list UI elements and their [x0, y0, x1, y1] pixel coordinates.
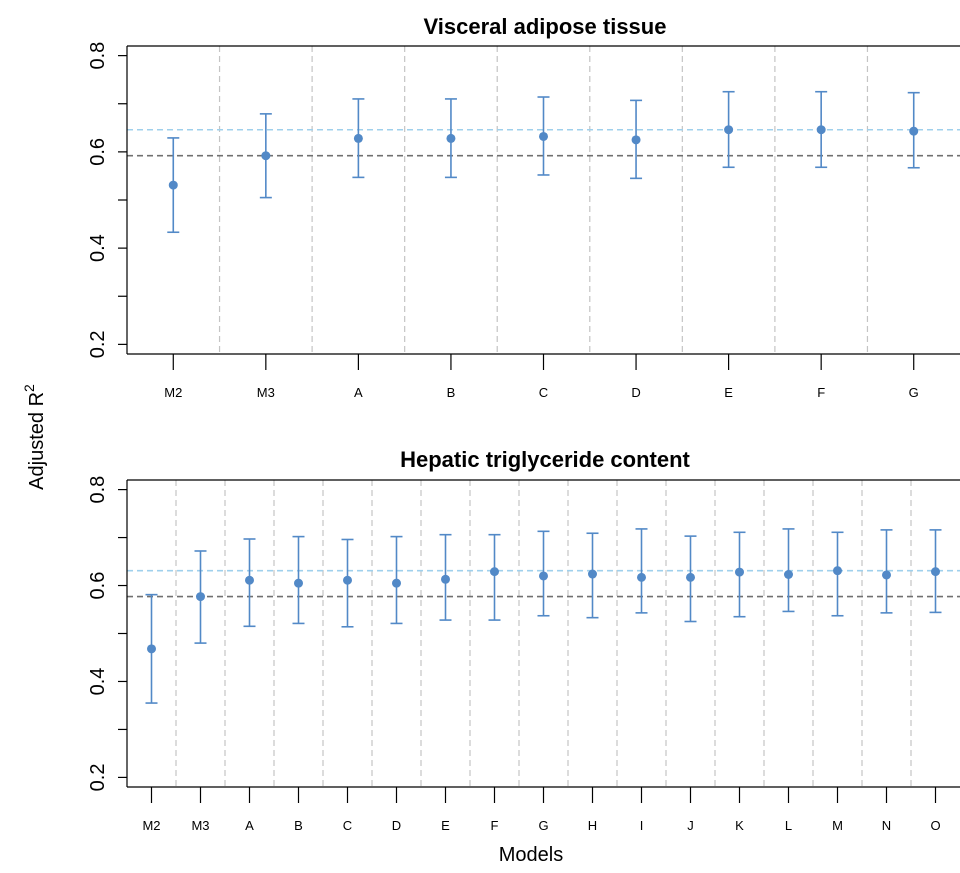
y-tick-label: 0.2	[87, 764, 109, 792]
data-point	[784, 569, 793, 579]
data-point	[909, 126, 919, 136]
y-tick-label: 0.6	[87, 572, 109, 600]
y-tick-label: 0.2	[87, 330, 109, 358]
data-point	[441, 574, 450, 584]
data-point	[168, 180, 178, 190]
x-tick-label: N	[882, 818, 891, 833]
y-axis-label: Adjusted R2	[21, 384, 48, 490]
data-point	[294, 578, 303, 588]
x-tick-label: E	[441, 818, 450, 833]
x-tick-label: K	[735, 818, 744, 833]
x-tick-label: M3	[191, 818, 209, 833]
data-point	[490, 567, 499, 577]
x-tick-label: D	[392, 818, 401, 833]
data-point	[245, 575, 254, 585]
x-tick-label: A	[245, 818, 254, 833]
data-point	[882, 570, 891, 580]
data-point	[686, 572, 695, 582]
data-point	[816, 125, 826, 135]
data-point	[539, 131, 548, 141]
x-tick-label: H	[588, 818, 597, 833]
x-tick-label: C	[343, 818, 352, 833]
x-tick-label: A	[354, 385, 363, 400]
data-point	[588, 569, 597, 579]
x-tick-label: C	[539, 385, 548, 400]
data-point	[735, 567, 744, 577]
y-axis-label-superscript: 2	[21, 384, 37, 392]
y-tick-label: 0.4	[87, 668, 109, 696]
panel-title: Hepatic triglyceride content	[400, 447, 690, 472]
x-axis-label: Models	[499, 844, 563, 866]
x-tick-label: B	[294, 818, 303, 833]
x-tick-label: G	[909, 385, 919, 400]
y-tick-label: 0.8	[87, 42, 109, 70]
y-tick-label: 0.8	[87, 476, 109, 504]
x-tick-label: G	[538, 818, 548, 833]
data-point	[392, 578, 401, 588]
y-tick-label: 0.6	[87, 138, 109, 166]
x-tick-label: M2	[164, 385, 182, 400]
data-point	[261, 151, 271, 161]
x-tick-label: O	[930, 818, 940, 833]
y-tick-label: 0.4	[87, 234, 109, 262]
data-point	[833, 566, 842, 576]
data-point	[724, 125, 734, 135]
data-point	[931, 567, 940, 577]
data-point	[343, 575, 352, 585]
x-tick-label: M3	[257, 385, 275, 400]
x-tick-label: B	[447, 385, 456, 400]
data-point	[147, 644, 156, 654]
y-axis-label-text: Adjusted R	[26, 392, 48, 490]
x-tick-label: F	[817, 385, 825, 400]
data-point	[353, 133, 363, 143]
data-point	[446, 133, 456, 143]
x-tick-label: E	[724, 385, 733, 400]
data-point	[631, 135, 641, 145]
x-tick-label: M2	[142, 818, 160, 833]
panel-hepatic-triglyceride: Hepatic triglyceride content 0.2 0.4 0.6 0.…	[87, 447, 960, 833]
panel-visceral-adipose: Visceral adipose tissue 0.2 0.4 0.6 0.8 M2 M3…	[87, 14, 960, 400]
x-tick-label: J	[687, 818, 694, 833]
data-point	[539, 571, 548, 581]
data-point	[196, 592, 205, 602]
data-point	[637, 572, 646, 582]
x-tick-label: F	[491, 818, 499, 833]
x-tick-label: L	[785, 818, 792, 833]
x-tick-label: M	[832, 818, 843, 833]
panel-title: Visceral adipose tissue	[424, 14, 667, 39]
x-tick-label: D	[631, 385, 640, 400]
x-tick-label: I	[640, 818, 644, 833]
